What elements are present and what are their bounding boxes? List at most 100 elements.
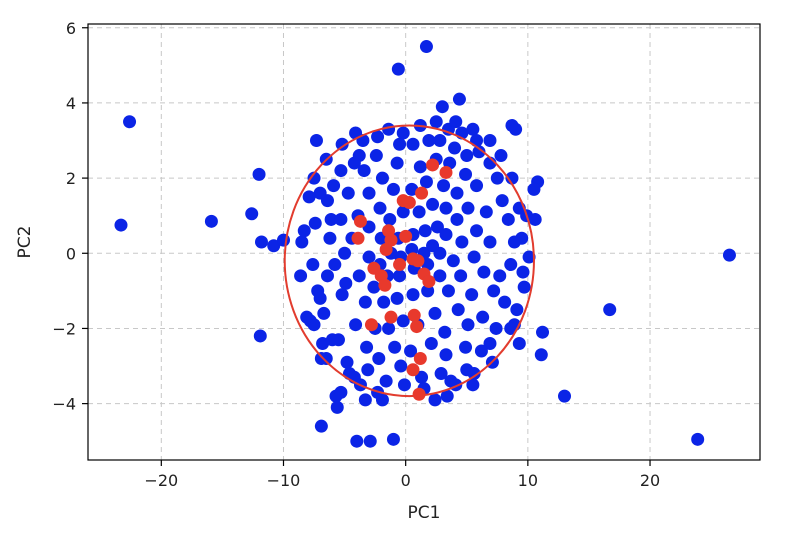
scatter-point bbox=[394, 359, 408, 373]
scatter-point bbox=[358, 393, 372, 407]
scatter-point bbox=[404, 344, 418, 358]
scatter-point bbox=[489, 321, 503, 335]
scatter-point bbox=[507, 235, 521, 249]
scatter-point bbox=[452, 92, 466, 106]
scatter-point bbox=[450, 212, 464, 226]
scatter-point bbox=[459, 340, 473, 354]
series-2 bbox=[351, 158, 453, 401]
scatter-point bbox=[498, 295, 512, 309]
scatter-point bbox=[351, 231, 365, 245]
scatter-point bbox=[460, 149, 474, 163]
scatter-point bbox=[317, 306, 331, 320]
scatter-point bbox=[204, 214, 218, 228]
scatter-point bbox=[438, 325, 452, 339]
scatter-point bbox=[415, 186, 429, 200]
scatter-point bbox=[245, 207, 259, 221]
scatter-point bbox=[335, 288, 349, 302]
scatter-point bbox=[357, 164, 371, 178]
scatter-point bbox=[306, 258, 320, 272]
scatter-point bbox=[361, 363, 375, 377]
scatter-point bbox=[470, 224, 484, 238]
scatter-point bbox=[483, 235, 497, 249]
scatter-point bbox=[448, 141, 462, 155]
scatter-point bbox=[466, 378, 480, 392]
scatter-point bbox=[252, 167, 266, 181]
scatter-point bbox=[379, 243, 393, 257]
scatter-point bbox=[467, 367, 481, 381]
scatter-point bbox=[123, 115, 137, 129]
scatter-point bbox=[254, 235, 268, 249]
scatter-point bbox=[402, 196, 416, 210]
scatter-point bbox=[433, 134, 447, 148]
scatter-point bbox=[428, 306, 442, 320]
scatter-point bbox=[483, 336, 497, 350]
data-points bbox=[114, 40, 736, 448]
scatter-point bbox=[415, 370, 429, 384]
scatter-point bbox=[691, 432, 705, 446]
scatter-point bbox=[386, 432, 400, 446]
scatter-point bbox=[330, 400, 344, 414]
scatter-point bbox=[435, 100, 449, 114]
scatter-point bbox=[371, 130, 385, 144]
scatter-point bbox=[340, 355, 354, 369]
scatter-point bbox=[534, 348, 548, 362]
scatter-point bbox=[276, 233, 290, 247]
x-tick-label: 20 bbox=[640, 471, 660, 490]
scatter-point bbox=[309, 134, 323, 148]
scatter-point bbox=[490, 171, 504, 185]
series-1 bbox=[114, 40, 736, 448]
scatter-point bbox=[470, 179, 484, 193]
scatter-point bbox=[522, 250, 536, 264]
scatter-point bbox=[439, 227, 453, 241]
scatter-point bbox=[334, 385, 348, 399]
scatter-point bbox=[396, 126, 410, 140]
scatter-point bbox=[308, 216, 322, 230]
scatter-point bbox=[504, 321, 518, 335]
scatter-point bbox=[324, 212, 338, 226]
scatter-point bbox=[295, 235, 309, 249]
scatter-point bbox=[378, 278, 392, 292]
scatter-point bbox=[406, 363, 420, 377]
y-tick-label: −2 bbox=[52, 319, 76, 338]
scatter-point bbox=[419, 175, 433, 189]
scatter-point bbox=[516, 265, 530, 279]
scatter-point bbox=[327, 179, 341, 193]
scatter-point bbox=[472, 145, 486, 159]
scatter-point bbox=[362, 250, 376, 264]
x-tick-label: 0 bbox=[401, 471, 411, 490]
scatter-point bbox=[603, 303, 617, 317]
scatter-point bbox=[399, 229, 413, 243]
scatter-point bbox=[297, 224, 311, 238]
scatter-point bbox=[397, 378, 411, 392]
scatter-point bbox=[334, 212, 348, 226]
scatter-point bbox=[439, 201, 453, 215]
scatter-point bbox=[393, 137, 407, 151]
scatter-point bbox=[391, 62, 405, 76]
scatter-point bbox=[388, 340, 402, 354]
scatter-point bbox=[405, 182, 419, 196]
scatter-point bbox=[461, 201, 475, 215]
scatter-point bbox=[722, 248, 736, 262]
scatter-point bbox=[558, 389, 572, 403]
scatter-point bbox=[314, 419, 328, 433]
scatter-point bbox=[446, 254, 460, 268]
scatter-point bbox=[406, 288, 420, 302]
scatter-point bbox=[517, 280, 531, 294]
scatter-point bbox=[316, 336, 330, 350]
scatter-point bbox=[422, 274, 436, 288]
scatter-point bbox=[313, 291, 327, 305]
scatter-point bbox=[349, 318, 363, 332]
scatter-point bbox=[412, 387, 426, 401]
scatter-point bbox=[384, 310, 398, 324]
scatter-point bbox=[487, 284, 501, 298]
scatter-point bbox=[450, 186, 464, 200]
scatter-point bbox=[418, 224, 432, 238]
scatter-point bbox=[493, 269, 507, 283]
scatter-point bbox=[377, 295, 391, 309]
scatter-point bbox=[334, 164, 348, 178]
scatter-point bbox=[467, 250, 481, 264]
scatter-point bbox=[419, 40, 433, 54]
y-tick-label: 6 bbox=[66, 19, 76, 38]
